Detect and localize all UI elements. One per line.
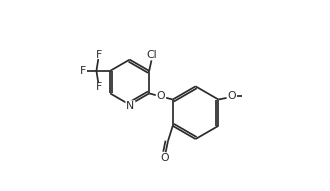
Text: Cl: Cl [147, 50, 157, 60]
Text: F: F [80, 66, 86, 76]
Text: O: O [161, 153, 169, 163]
Text: F: F [96, 50, 102, 60]
Text: F: F [96, 82, 102, 91]
Text: O: O [227, 91, 236, 101]
Text: N: N [126, 101, 135, 111]
Text: O: O [157, 91, 165, 101]
